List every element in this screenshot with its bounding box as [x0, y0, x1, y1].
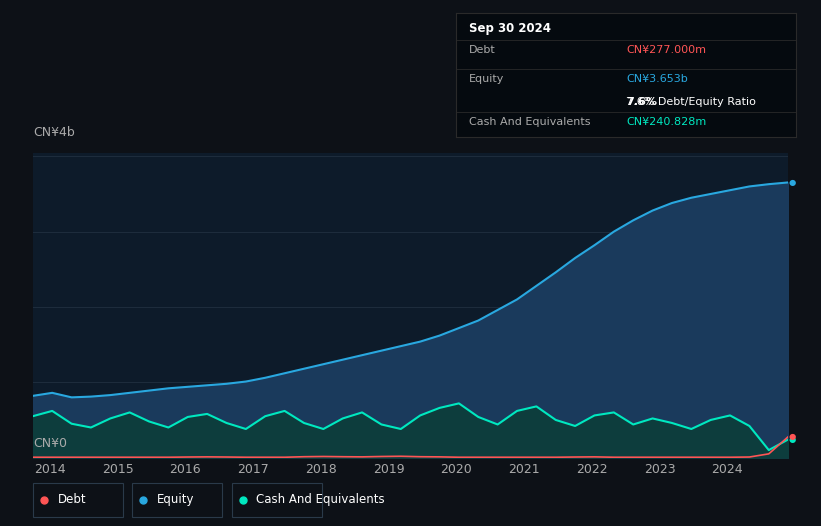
- Text: CN¥277.000m: CN¥277.000m: [626, 45, 706, 55]
- Text: CN¥240.828m: CN¥240.828m: [626, 117, 706, 127]
- Text: CN¥4b: CN¥4b: [33, 126, 75, 139]
- Text: Equity: Equity: [470, 74, 505, 84]
- Text: ●: ●: [788, 178, 796, 187]
- Text: Cash And Equivalents: Cash And Equivalents: [470, 117, 591, 127]
- Text: CN¥0: CN¥0: [33, 437, 67, 450]
- Text: Sep 30 2024: Sep 30 2024: [470, 22, 551, 35]
- Text: ●: ●: [788, 432, 796, 441]
- Text: CN¥3.653b: CN¥3.653b: [626, 74, 688, 84]
- Text: Debt: Debt: [57, 493, 86, 506]
- Text: Equity: Equity: [157, 493, 195, 506]
- Text: 7.6%: 7.6%: [626, 97, 657, 107]
- Text: Debt: Debt: [470, 45, 496, 55]
- Text: 7.6% Debt/Equity Ratio: 7.6% Debt/Equity Ratio: [626, 97, 756, 107]
- Text: ●: ●: [788, 435, 796, 444]
- Text: Cash And Equivalents: Cash And Equivalents: [256, 493, 385, 506]
